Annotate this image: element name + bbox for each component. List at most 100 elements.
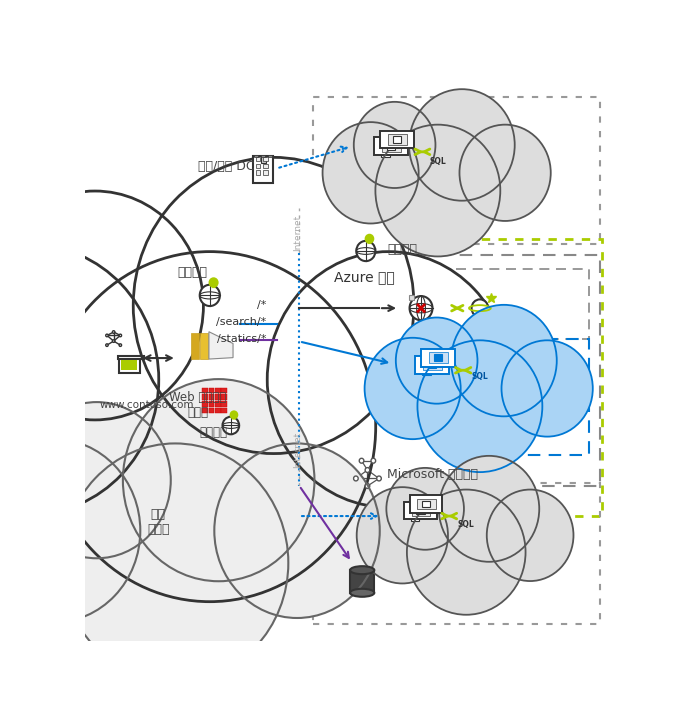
Circle shape <box>365 484 370 488</box>
Bar <box>203 401 208 407</box>
Circle shape <box>106 334 108 337</box>
Bar <box>313 97 600 244</box>
Text: Microsoft 全球网络: Microsoft 全球网络 <box>387 468 478 481</box>
Bar <box>209 387 214 393</box>
Circle shape <box>267 251 510 508</box>
Text: 边缘位置: 边缘位置 <box>178 266 207 279</box>
Bar <box>368 144 402 162</box>
Bar <box>422 368 431 375</box>
Bar <box>263 157 268 161</box>
Circle shape <box>365 338 460 439</box>
Bar <box>263 163 268 168</box>
Bar <box>221 401 227 407</box>
Bar <box>215 395 220 400</box>
Bar <box>410 495 443 513</box>
Bar <box>268 156 272 157</box>
Circle shape <box>323 122 418 223</box>
Circle shape <box>0 438 140 623</box>
Bar <box>263 171 268 174</box>
Circle shape <box>23 402 171 558</box>
Text: /statics/*: /statics/* <box>216 333 266 343</box>
Bar <box>410 363 443 381</box>
Circle shape <box>0 191 203 420</box>
Text: <...>: <...> <box>378 132 397 141</box>
Circle shape <box>282 217 316 253</box>
Text: Azure 区域: Azure 区域 <box>334 271 395 284</box>
Polygon shape <box>209 332 233 359</box>
Circle shape <box>113 340 115 343</box>
Bar <box>411 514 419 521</box>
Ellipse shape <box>350 589 374 597</box>
Text: SQL: SQL <box>429 157 446 166</box>
Bar <box>256 157 260 161</box>
Circle shape <box>282 428 316 464</box>
Polygon shape <box>232 418 236 420</box>
Bar <box>313 483 600 624</box>
Circle shape <box>210 279 218 287</box>
Circle shape <box>410 296 433 320</box>
Circle shape <box>231 411 237 418</box>
Bar <box>428 361 437 368</box>
Bar <box>254 156 258 157</box>
Bar <box>382 141 401 152</box>
Bar <box>381 150 390 157</box>
Bar <box>221 408 227 413</box>
Bar <box>254 156 273 183</box>
Circle shape <box>106 344 108 346</box>
Circle shape <box>451 305 557 416</box>
Text: Web 应用程序
防火墙: Web 应用程序 防火墙 <box>169 391 226 419</box>
Circle shape <box>353 476 358 481</box>
Bar <box>388 134 407 145</box>
Circle shape <box>113 330 115 333</box>
Bar <box>215 401 220 407</box>
Circle shape <box>371 459 376 463</box>
Circle shape <box>386 468 464 550</box>
Circle shape <box>119 334 121 337</box>
Text: /search/*: /search/* <box>216 317 266 327</box>
Polygon shape <box>211 287 216 288</box>
Bar <box>404 502 437 519</box>
Text: <...>: <...> <box>419 351 439 359</box>
Circle shape <box>357 487 448 583</box>
Circle shape <box>472 300 488 317</box>
Bar <box>429 352 447 364</box>
Bar <box>118 356 144 359</box>
Circle shape <box>44 251 376 602</box>
Circle shape <box>365 235 374 243</box>
Bar <box>409 294 414 300</box>
Bar <box>221 387 227 393</box>
Bar <box>209 395 214 400</box>
Circle shape <box>200 285 220 306</box>
Bar <box>121 360 137 370</box>
Text: <...>: <...> <box>407 497 426 506</box>
Bar <box>380 130 414 148</box>
Bar <box>203 387 208 393</box>
Circle shape <box>439 456 539 562</box>
Bar <box>313 256 600 485</box>
Bar <box>382 269 589 338</box>
Circle shape <box>365 467 370 472</box>
Bar <box>434 354 442 361</box>
Text: Internet: Internet <box>293 215 302 251</box>
Bar <box>209 408 214 413</box>
Bar <box>406 512 424 523</box>
Circle shape <box>487 490 574 581</box>
Text: 边缘位置: 边缘位置 <box>199 426 228 439</box>
Bar <box>215 387 220 393</box>
Bar <box>417 499 435 510</box>
Bar <box>421 349 455 366</box>
Bar <box>376 148 395 158</box>
Bar <box>350 570 374 593</box>
Circle shape <box>359 459 364 463</box>
Bar <box>422 500 430 508</box>
Text: 本地/旧的 DC: 本地/旧的 DC <box>198 161 255 174</box>
Circle shape <box>418 341 542 472</box>
Bar <box>159 239 602 516</box>
Circle shape <box>407 490 525 615</box>
Ellipse shape <box>350 566 374 574</box>
Circle shape <box>0 245 159 514</box>
Circle shape <box>460 125 551 221</box>
Circle shape <box>377 476 381 481</box>
Circle shape <box>396 318 477 404</box>
Bar <box>209 401 214 407</box>
